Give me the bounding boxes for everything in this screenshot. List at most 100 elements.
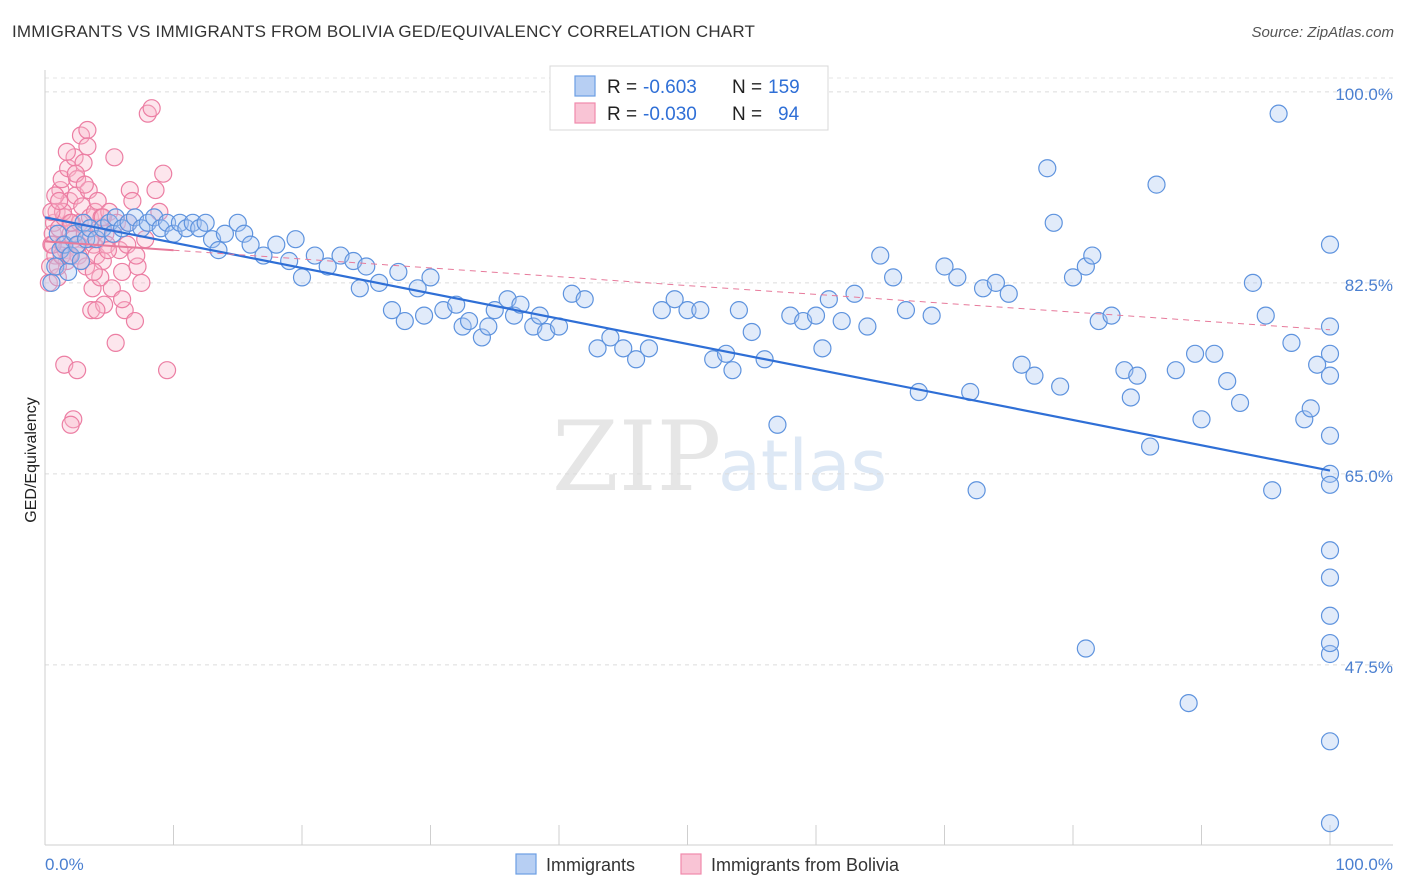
immigrants-point-99 xyxy=(909,382,928,402)
immigrants-point-76 xyxy=(639,339,659,358)
immigrants-point-34 xyxy=(215,224,234,243)
immigrants-points xyxy=(42,104,1340,833)
immigrants-point-75 xyxy=(626,350,646,369)
immigrants-point-132 xyxy=(1263,481,1282,500)
immigrants-point-93 xyxy=(832,311,851,331)
immigrants-point-52 xyxy=(395,311,414,331)
bolivia-point-89 xyxy=(84,262,103,282)
x-tick-label-1: 100.0% xyxy=(1335,855,1393,874)
legend-r-label-2: R = xyxy=(607,104,637,125)
immigrants-point-6 xyxy=(61,246,80,265)
bottom-legend-immigrants: Immigrants xyxy=(546,855,635,875)
immigrants-point-107 xyxy=(999,284,1018,303)
immigrants-point-115 xyxy=(1083,246,1102,265)
x-tick-labels: 0.0% 100.0% xyxy=(45,855,1393,874)
immigrants-point-59 xyxy=(459,311,479,331)
immigrants-point-130 xyxy=(1243,273,1263,292)
immigrants-point-50 xyxy=(382,301,402,320)
immigrants-point-145 xyxy=(1320,344,1340,363)
grid-lines xyxy=(45,77,1393,666)
bolivia-point-55 xyxy=(123,191,142,211)
immigrants-point-31 xyxy=(196,213,215,232)
immigrants-point-124 xyxy=(1179,693,1198,713)
axes xyxy=(44,70,1393,846)
immigrants-point-65 xyxy=(511,295,530,314)
trend-lines xyxy=(44,216,1331,472)
bolivia-point-56 xyxy=(125,311,145,331)
series-legend: Immigrants Immigrants from Bolivia xyxy=(515,853,900,875)
immigrants-point-127 xyxy=(1205,344,1224,363)
immigrants-point-123 xyxy=(1166,361,1185,380)
immigrants-point-57 xyxy=(447,295,466,314)
immigrants-point-109 xyxy=(1025,366,1044,385)
immigrants-point-96 xyxy=(871,246,890,265)
immigrants-point-79 xyxy=(678,301,697,320)
y-tick-label-0: 47.5% xyxy=(1345,658,1393,677)
immigrants-point-148 xyxy=(1320,568,1340,587)
immigrants-point-100 xyxy=(922,306,941,325)
immigrants-point-85 xyxy=(742,322,761,342)
immigrants-point-128 xyxy=(1218,371,1237,391)
bolivia-point-64 xyxy=(154,164,173,183)
y-tick-labels: 47.5% 65.0% 82.5% 100.0% xyxy=(1335,85,1393,677)
immigrants-point-91 xyxy=(813,339,832,358)
bolivia-point-10 xyxy=(52,170,71,189)
immigrants-point-149 xyxy=(1320,366,1340,385)
immigrants-point-112 xyxy=(1051,377,1070,396)
immigrants-point-133 xyxy=(1269,104,1288,123)
immigrants-point-147 xyxy=(1320,317,1340,336)
legend-swatch-bolivia xyxy=(574,102,596,124)
immigrants-point-92 xyxy=(819,290,838,309)
immigrants-point-151 xyxy=(1320,541,1340,560)
immigrants-point-122 xyxy=(1147,175,1166,194)
bolivia-point-86 xyxy=(127,246,146,265)
immigrants-point-84 xyxy=(729,301,749,320)
bottom-legend-swatch-bolivia xyxy=(680,853,702,875)
x-tick-label-0: 0.0% xyxy=(45,855,84,874)
bolivia-point-61 xyxy=(142,99,161,118)
immigrants-point-36 xyxy=(235,224,254,243)
immigrants-point-47 xyxy=(350,279,369,298)
bolivia-point-65 xyxy=(157,361,177,380)
immigrants-trend-line xyxy=(44,216,1331,472)
immigrants-point-120 xyxy=(1128,366,1147,385)
immigrants-point-104 xyxy=(967,481,986,500)
legend-r-value-2: -0.030 xyxy=(643,104,697,125)
correlation-legend: R = -0.603 N = 159 R = -0.030 N = 94 xyxy=(549,65,829,131)
immigrants-point-80 xyxy=(691,301,710,320)
legend-r-label-1: R = xyxy=(607,77,637,98)
immigrants-point-136 xyxy=(1301,399,1320,418)
bolivia-point-80 xyxy=(57,142,76,161)
bolivia-point-51 xyxy=(112,262,132,282)
chart-source: Source: ZipAtlas.com xyxy=(1251,24,1394,41)
immigrants-point-106 xyxy=(986,273,1006,292)
immigrants-point-114 xyxy=(1076,257,1095,276)
immigrants-point-74 xyxy=(614,339,633,358)
bolivia-point-73 xyxy=(106,333,125,352)
y-tick-label-2: 82.5% xyxy=(1345,276,1393,295)
immigrants-point-60 xyxy=(472,328,491,347)
bottom-legend-swatch-immigrants xyxy=(515,853,537,875)
bottom-legend-bolivia: Immigrants from Bolivia xyxy=(711,855,900,875)
immigrants-point-94 xyxy=(845,284,864,303)
immigrants-point-9 xyxy=(71,251,91,271)
immigrants-point-72 xyxy=(588,339,607,358)
immigrants-point-13 xyxy=(87,230,106,249)
legend-n-label-1: N = xyxy=(732,77,762,98)
immigrants-point-48 xyxy=(357,257,376,276)
y-tick-label-3: 100.0% xyxy=(1335,85,1393,104)
immigrants-point-44 xyxy=(318,257,337,276)
legend-n-value-2: 94 xyxy=(778,104,800,125)
legend-n-label-2: N = xyxy=(732,104,762,125)
immigrants-point-140 xyxy=(1320,633,1340,653)
immigrants-point-142 xyxy=(1320,732,1340,751)
immigrants-point-110 xyxy=(1038,159,1057,178)
immigrants-point-150 xyxy=(1320,814,1340,833)
bolivia-point-72 xyxy=(112,290,132,309)
immigrants-point-126 xyxy=(1192,410,1211,429)
immigrants-point-111 xyxy=(1044,213,1063,232)
watermark-atlas: atlas xyxy=(718,425,887,507)
bolivia-point-48 xyxy=(105,148,124,167)
immigrants-point-35 xyxy=(228,213,247,232)
immigrants-point-101 xyxy=(935,257,954,276)
